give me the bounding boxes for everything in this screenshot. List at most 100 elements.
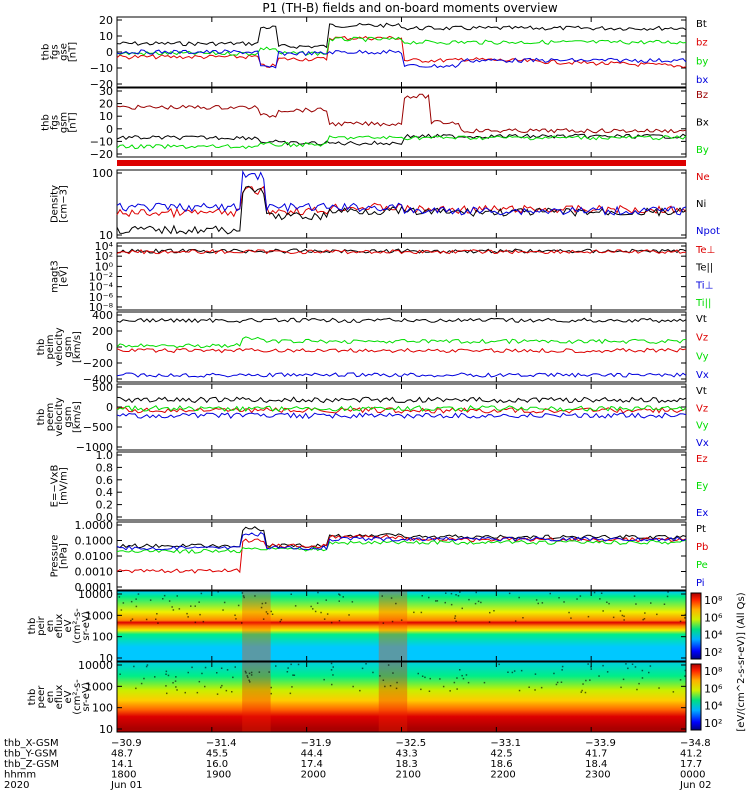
spectrogram-speckle — [250, 671, 253, 674]
series-line-Vt — [116, 317, 687, 324]
spectrogram-speckle — [248, 672, 251, 675]
spectrogram-speckle — [558, 597, 560, 599]
legend-entry: Ti|| — [695, 298, 711, 309]
ephemeris-value: 44.4 — [301, 749, 323, 760]
spectrogram-speckle — [331, 683, 333, 686]
spectrogram-speckle — [271, 613, 274, 615]
spectrogram-speckle — [649, 665, 652, 667]
y-tick-label: −20 — [90, 148, 113, 161]
y-axis-label: (cm²-s- — [72, 679, 83, 715]
spectrogram-speckle — [590, 668, 592, 670]
colorbar-tick-label: 10⁸ — [704, 665, 723, 678]
spectrogram-speckle — [330, 621, 333, 624]
y-tick-label: 400 — [92, 309, 113, 322]
y-tick-label: 0 — [106, 401, 113, 414]
ephemeris-value: 45.5 — [206, 749, 228, 760]
legend-entry: Ez — [696, 454, 708, 465]
spectrogram-speckle — [200, 592, 203, 595]
colorbar-tick-label: 10⁶ — [704, 611, 723, 624]
colorbar-tick-label: 10⁶ — [704, 682, 723, 695]
y-axis-label: peir — [36, 615, 47, 635]
y-axis-label: thb — [27, 689, 38, 706]
spectrogram-speckle — [585, 679, 587, 682]
ephemeris-row-label: 2020 — [4, 780, 29, 791]
spectrogram-speckle — [581, 689, 583, 692]
spectrogram-speckle — [280, 618, 283, 621]
spectrogram-speckle — [372, 671, 374, 674]
spectrogram-speckle — [428, 690, 431, 692]
y-tick-label: 10 — [99, 723, 113, 736]
y-axis-label: eflux — [54, 685, 65, 710]
legend-entry: Vt — [696, 314, 707, 325]
spectrogram-speckle — [641, 669, 644, 672]
ephemeris-value: 18.4 — [585, 759, 607, 770]
legend-entry: Ti⊥ — [695, 280, 713, 291]
spectrogram-speckle — [361, 667, 364, 670]
spectrogram-speckle — [602, 664, 604, 667]
figure-title: P1 (TH-B) fields and on-board moments ov… — [262, 1, 558, 15]
spectrogram-speckle — [196, 691, 199, 694]
spectrogram-speckle — [606, 671, 609, 673]
y-axis-label: thb — [41, 44, 52, 61]
spectrogram-speckle — [582, 683, 584, 685]
spectrogram-speckle — [461, 674, 463, 677]
spectrogram-speckle — [176, 689, 178, 691]
spectrogram-speckle — [436, 600, 439, 602]
spectrogram-speckle — [395, 687, 398, 690]
ephemeris-value: −31.9 — [301, 738, 332, 749]
legend-entry: By — [696, 145, 709, 156]
y-axis-label: thb — [41, 114, 52, 131]
spectrogram-speckle — [330, 662, 333, 665]
legend-entry: Pt — [696, 524, 706, 535]
spectrogram-speckle — [622, 678, 625, 681]
y-axis-label: [cm−3] — [59, 185, 70, 223]
spectrogram-speckle — [270, 692, 272, 695]
series-line-by — [116, 36, 687, 57]
y-tick-label: 20 — [99, 14, 113, 27]
y-tick-label: 0.2 — [96, 499, 114, 512]
spectrogram-speckle — [352, 685, 354, 688]
series-line-Vx — [116, 372, 687, 378]
spectrogram-speckle — [187, 671, 189, 674]
y-axis-label: thb — [36, 339, 47, 356]
series-line-Vy — [116, 336, 687, 349]
spectrogram-speckle — [623, 615, 625, 617]
y-axis-label: eflux — [54, 614, 65, 639]
spectrogram-speckle — [216, 672, 218, 674]
spectrogram-speckle — [518, 596, 520, 599]
spectrogram-speckle — [568, 611, 570, 614]
legend-entry: bx — [696, 75, 708, 86]
y-axis-label: Density — [50, 185, 61, 223]
legend-entry: Ni — [696, 199, 706, 210]
spectrogram-speckle — [332, 674, 334, 676]
y-axis-label: [nT] — [68, 112, 79, 132]
y-axis-label: E=−VxB — [50, 465, 61, 508]
spectrogram-speckle — [455, 620, 457, 622]
y-tick-label: 10⁻⁶ — [89, 291, 114, 304]
spectrogram-speckle — [202, 620, 205, 623]
spectrogram-speckle — [382, 679, 385, 681]
series-line-Vt — [116, 396, 687, 404]
spectrogram-speckle — [650, 602, 652, 604]
spectrogram-speckle — [165, 670, 168, 673]
spectrogram-speckle — [261, 602, 264, 605]
series-line-Pb — [116, 534, 687, 574]
spectrogram-speckle — [204, 685, 206, 688]
spectrogram-speckle — [379, 675, 381, 677]
spectrogram-speckle — [540, 686, 543, 689]
spectrogram-speckle — [390, 597, 393, 599]
spectrogram-speckle — [365, 663, 367, 665]
spectrogram-speckle — [191, 666, 193, 669]
y-tick-label: 0.8 — [96, 461, 114, 474]
spectrogram-speckle — [534, 689, 536, 691]
spectrogram-speckle — [413, 611, 415, 614]
spectrogram-speckle — [480, 601, 482, 604]
ephemeris-value: 48.7 — [111, 749, 133, 760]
spectrogram-speckle — [198, 680, 201, 683]
spectrogram-speckle — [157, 622, 159, 624]
legend-entry: Vy — [696, 351, 709, 362]
spectrogram-2 — [117, 662, 686, 732]
spectrogram-speckle — [332, 666, 334, 668]
spectrogram-speckle — [514, 620, 517, 622]
series-line-Vz — [116, 347, 687, 354]
